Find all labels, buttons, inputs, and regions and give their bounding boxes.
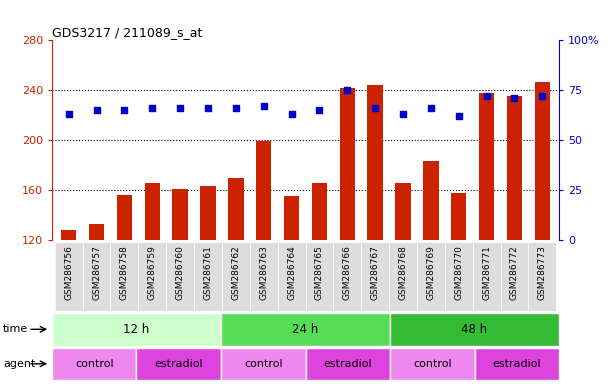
- Text: control: control: [75, 359, 114, 369]
- Bar: [507, 96, 522, 240]
- FancyBboxPatch shape: [475, 348, 559, 380]
- Point: [147, 105, 157, 111]
- Bar: [277, 242, 306, 311]
- Bar: [200, 186, 216, 240]
- Text: GSM286756: GSM286756: [64, 245, 73, 300]
- Text: estradiol: estradiol: [492, 359, 541, 369]
- Point: [315, 107, 324, 113]
- Bar: [222, 242, 250, 311]
- Text: 24 h: 24 h: [293, 323, 318, 336]
- FancyBboxPatch shape: [52, 313, 221, 346]
- Text: GSM286766: GSM286766: [343, 245, 352, 300]
- FancyBboxPatch shape: [136, 348, 221, 380]
- Text: estradiol: estradiol: [323, 359, 372, 369]
- Text: GSM286763: GSM286763: [259, 245, 268, 300]
- Point: [203, 105, 213, 111]
- Bar: [117, 195, 132, 240]
- Text: 12 h: 12 h: [123, 323, 150, 336]
- Bar: [334, 242, 361, 311]
- Bar: [451, 192, 466, 240]
- Bar: [145, 182, 160, 240]
- Point: [120, 107, 130, 113]
- Point: [287, 111, 296, 117]
- Bar: [417, 242, 445, 311]
- Bar: [89, 224, 104, 240]
- Point: [175, 105, 185, 111]
- Text: GSM286765: GSM286765: [315, 245, 324, 300]
- FancyBboxPatch shape: [306, 348, 390, 380]
- Text: time: time: [3, 324, 28, 334]
- Text: GSM286768: GSM286768: [398, 245, 408, 300]
- Text: GSM286761: GSM286761: [203, 245, 213, 300]
- Point: [454, 113, 464, 119]
- Point: [538, 93, 547, 99]
- Point: [259, 103, 269, 109]
- Bar: [306, 242, 334, 311]
- Bar: [312, 182, 327, 240]
- Bar: [194, 242, 222, 311]
- Bar: [55, 242, 82, 311]
- Text: 48 h: 48 h: [461, 323, 488, 336]
- Bar: [82, 242, 111, 311]
- Text: GSM286759: GSM286759: [148, 245, 157, 300]
- Text: GSM286769: GSM286769: [426, 245, 436, 300]
- Text: GSM286760: GSM286760: [175, 245, 185, 300]
- Bar: [479, 93, 494, 240]
- Bar: [61, 230, 76, 240]
- Bar: [284, 196, 299, 240]
- Point: [510, 95, 519, 101]
- Point: [426, 105, 436, 111]
- Text: agent: agent: [3, 359, 35, 369]
- FancyBboxPatch shape: [390, 313, 559, 346]
- Bar: [367, 85, 383, 240]
- FancyBboxPatch shape: [390, 348, 475, 380]
- Bar: [228, 177, 244, 240]
- Bar: [340, 88, 355, 240]
- Text: control: control: [413, 359, 452, 369]
- Bar: [138, 242, 166, 311]
- Text: GSM286770: GSM286770: [454, 245, 463, 300]
- Bar: [250, 242, 277, 311]
- Point: [398, 111, 408, 117]
- Text: GSM286771: GSM286771: [482, 245, 491, 300]
- Text: GSM286767: GSM286767: [371, 245, 379, 300]
- Bar: [361, 242, 389, 311]
- Point: [370, 105, 380, 111]
- Bar: [445, 242, 473, 311]
- Text: estradiol: estradiol: [155, 359, 203, 369]
- Bar: [473, 242, 500, 311]
- FancyBboxPatch shape: [221, 313, 390, 346]
- FancyBboxPatch shape: [221, 348, 306, 380]
- Bar: [389, 242, 417, 311]
- Text: GSM286757: GSM286757: [92, 245, 101, 300]
- Bar: [166, 242, 194, 311]
- Bar: [500, 242, 529, 311]
- Bar: [111, 242, 138, 311]
- Point: [92, 107, 101, 113]
- Bar: [423, 161, 439, 240]
- FancyBboxPatch shape: [52, 348, 136, 380]
- Text: GSM286772: GSM286772: [510, 245, 519, 300]
- Bar: [535, 81, 550, 240]
- Bar: [256, 141, 271, 240]
- Text: control: control: [244, 359, 282, 369]
- Text: GSM286758: GSM286758: [120, 245, 129, 300]
- Text: GDS3217 / 211089_s_at: GDS3217 / 211089_s_at: [52, 26, 202, 39]
- Bar: [395, 182, 411, 240]
- Bar: [529, 242, 556, 311]
- Point: [481, 93, 491, 99]
- Point: [64, 111, 73, 117]
- Text: GSM286764: GSM286764: [287, 245, 296, 300]
- Text: GSM286762: GSM286762: [232, 245, 240, 300]
- Point: [231, 105, 241, 111]
- Text: GSM286773: GSM286773: [538, 245, 547, 300]
- Bar: [172, 189, 188, 240]
- Point: [342, 87, 352, 93]
